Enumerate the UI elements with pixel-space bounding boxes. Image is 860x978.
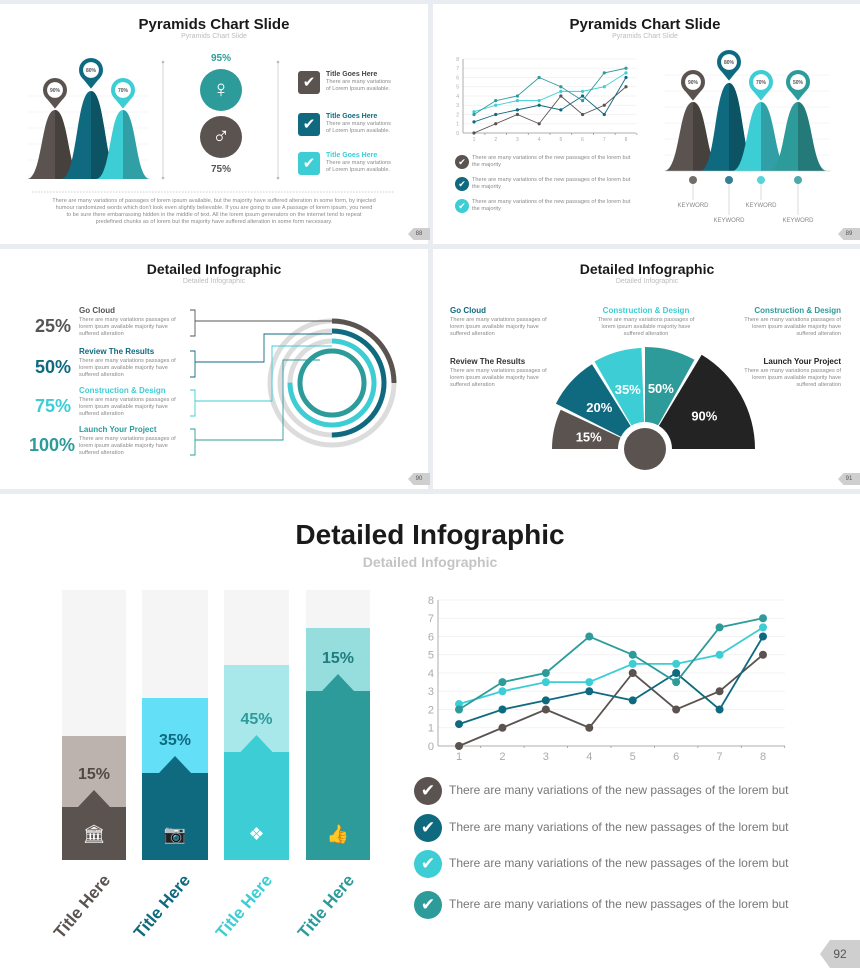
item-title: Title Goes Here: [326, 71, 378, 78]
item-title: Title Goes Here: [326, 152, 378, 159]
item-text: suffered alteration: [79, 372, 124, 378]
item-text: of Lorem Ipsum available.: [326, 128, 391, 134]
item-text: There are many variations passages of: [450, 317, 547, 323]
item-text: lorem ipsum available majority have: [450, 324, 539, 330]
item-text: suffered alteration: [79, 450, 124, 456]
percent-value: 75%: [35, 396, 72, 416]
note-text: There are many variations of the new pas…: [449, 897, 789, 911]
paragraph-line: predefined chunks as of lorem but the ma…: [95, 219, 333, 225]
item-title: Review The Results: [79, 347, 155, 356]
item-text: There are many variations passages of: [597, 317, 695, 323]
page-number: 89: [838, 228, 860, 240]
item-title: Go Cloud: [450, 306, 486, 315]
item-text: suffered alteration: [79, 331, 124, 337]
page-number: 92: [820, 940, 860, 968]
checkbox-icon: ✔: [298, 71, 320, 94]
item-text: lorem ipsum available majority have: [752, 375, 841, 381]
item-text: There are many variations passages of: [79, 317, 176, 323]
item-text: lorem ipsum available majority have: [601, 324, 691, 330]
page-number: 88: [408, 228, 430, 240]
check-circle-icon: ✔: [414, 777, 442, 805]
item-title: Review The Results: [450, 357, 526, 366]
item-text: There are many variations passages of: [744, 317, 841, 323]
item-text: the majority: [472, 162, 501, 168]
check-circle-icon: ✔: [455, 199, 469, 213]
item-text: suffered alteration: [796, 331, 841, 337]
item-title: Construction & Design: [754, 306, 841, 315]
note-text: There are many variations of the new pas…: [449, 783, 789, 797]
paragraph-line: humour randomized words which don't look…: [55, 205, 373, 211]
item-text: of Lorem Ipsum available.: [326, 86, 391, 92]
item-title: Construction & Design: [602, 306, 690, 315]
note-text: There are many variations of the new pas…: [449, 820, 789, 834]
item-text: the majority: [472, 206, 501, 212]
paragraph-line: to be sure there embarrassing hidden in …: [66, 212, 362, 218]
item-title: Construction & Design: [79, 386, 166, 395]
item-title: Go Cloud: [79, 306, 115, 315]
page-number: 91: [838, 473, 860, 485]
check-circle-icon: ✔: [414, 891, 442, 919]
item-text: There are many variations passages of: [744, 368, 841, 374]
check-circle-icon: ✔: [455, 177, 469, 191]
item-text: suffered alteration: [450, 382, 495, 388]
item-text: There are many variations of the new pas…: [472, 177, 631, 183]
item-text: suffered alteration: [450, 331, 495, 337]
slide-title: Pyramids Chart Slide: [138, 16, 290, 33]
item-text: suffered alteration: [623, 331, 669, 337]
check-circle-icon: ✔: [414, 814, 442, 842]
percent-value: 100%: [29, 435, 76, 455]
slide-subtitle: Detailed Infographic: [182, 278, 246, 285]
paragraph-line: There are many variations of passages of…: [52, 198, 376, 204]
slide-title: Detailed Infographic: [579, 261, 715, 277]
item-title: Launch Your Project: [763, 357, 842, 366]
item-text: suffered alteration: [79, 411, 124, 417]
item-text: There are many variations of the new pas…: [472, 155, 631, 161]
percent-value: 50%: [35, 357, 72, 377]
item-text: lorem ipsum available majority have: [79, 365, 168, 371]
item-title: Launch Your Project: [79, 425, 157, 434]
note-text: There are many variations of the new pas…: [449, 856, 789, 870]
item-text: There are many variations passages of: [79, 397, 176, 403]
female-icon: ♀: [200, 69, 242, 111]
slide-title: Pyramids Chart Slide: [569, 16, 721, 33]
percent-value: 25%: [35, 316, 72, 336]
female-percent: 95%: [210, 53, 232, 64]
male-icon: ♂: [200, 116, 242, 158]
item-text: of Lorem Ipsum available.: [326, 167, 391, 173]
male-percent: 75%: [210, 164, 232, 175]
item-text: the majority: [472, 184, 501, 190]
item-text: lorem ipsum available majority have: [79, 404, 168, 410]
item-title: Title Goes Here: [326, 113, 378, 120]
slide-subtitle: Detailed Infographic: [362, 554, 498, 570]
slide-title: Detailed Infographic: [146, 261, 282, 277]
slide-subtitle: Pyramids Chart Slide: [181, 33, 247, 40]
item-text: There are many variations passages of: [450, 368, 547, 374]
slide-title: Detailed Infographic: [295, 519, 565, 550]
page-number: 90: [408, 473, 430, 485]
checkbox-icon: ✔: [298, 152, 320, 175]
item-text: suffered alteration: [796, 382, 841, 388]
item-text: There are many variations: [326, 79, 391, 85]
check-circle-icon: ✔: [455, 155, 469, 169]
item-text: lorem ipsum available majority have: [450, 375, 539, 381]
item-text: lorem ipsum available majority have: [79, 324, 168, 330]
item-text: lorem ipsum available majority have: [752, 324, 841, 330]
slide-subtitle: Detailed Infographic: [615, 278, 679, 285]
item-text: lorem ipsum available majority have: [79, 443, 168, 449]
checkbox-icon: ✔: [298, 113, 320, 136]
item-text: There are many variations: [326, 160, 391, 166]
item-text: There are many variations passages of: [79, 358, 176, 364]
item-text: There are many variations: [326, 121, 391, 127]
check-circle-icon: ✔: [414, 850, 442, 878]
slide-subtitle: Pyramids Chart Slide: [612, 33, 678, 40]
item-text: There are many variations passages of: [79, 436, 176, 442]
item-text: There are many variations of the new pas…: [472, 199, 631, 205]
